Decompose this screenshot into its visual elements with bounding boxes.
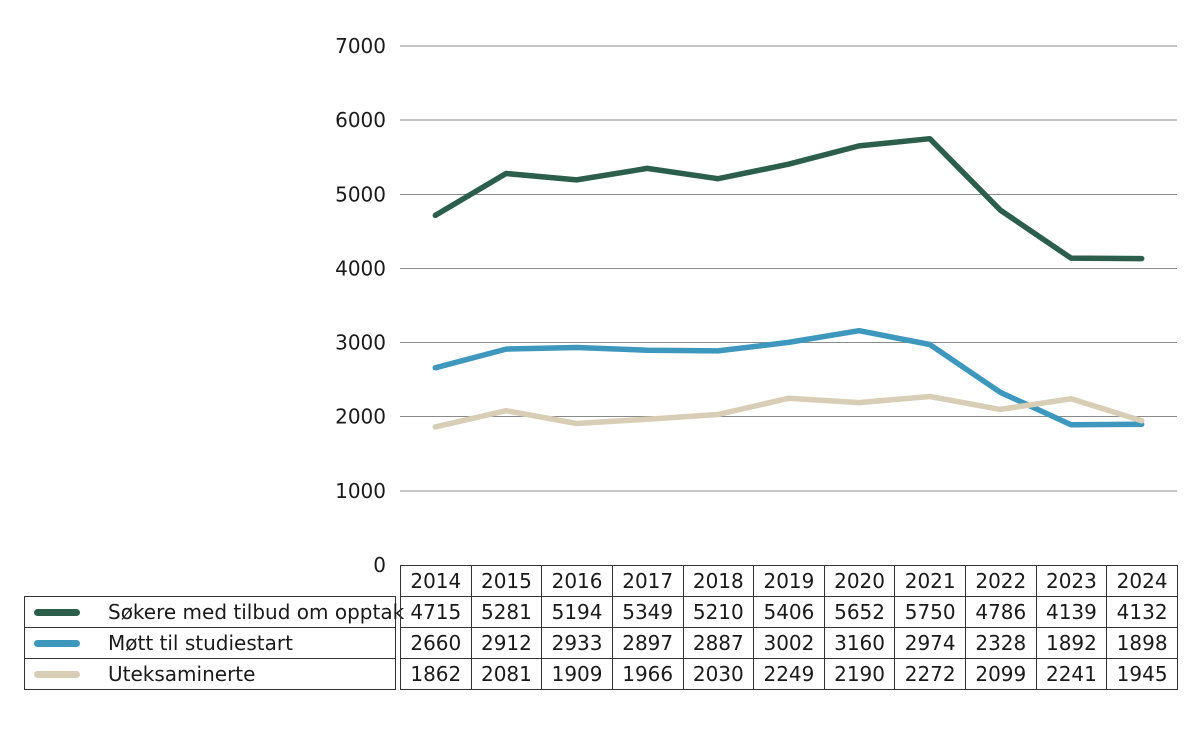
y-axis-tick-label: 1000: [335, 479, 386, 503]
year-header-cell: 2019: [753, 565, 825, 597]
value-cell: 1909: [541, 658, 613, 690]
value-cell: 1898: [1106, 627, 1178, 659]
year-header-cell: 2022: [965, 565, 1037, 597]
value-cell: 1945: [1106, 658, 1178, 690]
table-row: 2660 2912 2933 2897 2887 3002 3160 2974 2328 1892…: [400, 627, 1178, 659]
series-line-3: [432, 393, 1145, 430]
y-axis-tick-label: 5000: [335, 182, 386, 206]
legend-line-swatch-icon: [34, 670, 80, 678]
year-header-cell: 2014: [400, 565, 472, 597]
value-cell: 5652: [823, 596, 896, 628]
y-axis-tick-label: 0: [373, 553, 386, 577]
value-cell: 2660: [400, 627, 472, 659]
value-cell: 2030: [682, 658, 755, 690]
year-header-cell: 2021: [894, 565, 966, 597]
value-cell: 5406: [753, 596, 825, 628]
year-header-cell: 2017: [611, 565, 684, 597]
value-cell: 2974: [894, 627, 966, 659]
value-cell: 5281: [470, 596, 543, 628]
year-header-cell: 2024: [1106, 565, 1178, 597]
value-cell: 4786: [965, 596, 1037, 628]
legend-label: Uteksaminerte: [108, 662, 256, 686]
series-line-1: [432, 135, 1145, 262]
value-cell: 4139: [1035, 596, 1108, 628]
value-cell: 2912: [470, 627, 543, 659]
legend-label: Søkere med tilbud om opptak: [108, 600, 405, 624]
y-axis-tick-label: 3000: [335, 331, 386, 355]
legend-item: Møtt til studiestart: [24, 627, 396, 659]
y-axis-tick-label: 2000: [335, 405, 386, 429]
value-cell: 5349: [611, 596, 684, 628]
line-chart-plot-area: 0 1000 2000 3000 4000 5000 6000 7000: [335, 34, 1177, 577]
value-cell: 2933: [541, 627, 613, 659]
value-cell: 2897: [611, 627, 684, 659]
table-header-row: 2014 2015 2016 2017 2018 2019 2020 2021 2022 2023…: [400, 565, 1178, 597]
value-cell: 2081: [470, 658, 543, 690]
table-row: 4715 5281 5194 5349 5210 5406 5652 5750 4786 4139…: [400, 596, 1178, 628]
chart-data-table: 2014 2015 2016 2017 2018 2019 2020 2021 2022 2023…: [400, 565, 1178, 690]
value-cell: 5194: [541, 596, 613, 628]
legend-label: Møtt til studiestart: [108, 631, 293, 655]
value-cell: 2328: [965, 627, 1037, 659]
value-cell: 4132: [1106, 596, 1178, 628]
y-axis-tick-label: 4000: [335, 256, 386, 280]
value-cell: 5750: [894, 596, 966, 628]
legend-item: Søkere med tilbud om opptak: [24, 596, 404, 628]
year-header-cell: 2023: [1035, 565, 1108, 597]
year-header-cell: 2016: [541, 565, 613, 597]
legend-line-swatch-icon: [34, 608, 80, 616]
series-line-2: [432, 327, 1145, 428]
chart-legend: Søkere med tilbud om opptak Møtt til stud…: [24, 596, 404, 690]
value-cell: 4715: [400, 596, 472, 628]
legend-line-swatch-icon: [34, 639, 80, 647]
value-cell: 2272: [894, 658, 966, 690]
value-cell: 1966: [611, 658, 684, 690]
value-cell: 2241: [1035, 658, 1108, 690]
legend-item: Uteksaminerte: [24, 658, 396, 690]
value-cell: 3002: [753, 627, 825, 659]
value-cell: 2190: [823, 658, 896, 690]
y-axis-tick-label: 6000: [335, 108, 386, 132]
year-header-cell: 2018: [682, 565, 755, 597]
value-cell: 2249: [753, 658, 825, 690]
value-cell: 2887: [682, 627, 755, 659]
value-cell: 3160: [823, 627, 896, 659]
y-axis-tick-label: 7000: [335, 34, 386, 58]
value-cell: 5210: [682, 596, 755, 628]
value-cell: 1862: [400, 658, 472, 690]
year-header-cell: 2015: [470, 565, 543, 597]
table-row: 1862 2081 1909 1966 2030 2249 2190 2272 2099 2241…: [400, 658, 1178, 690]
year-header-cell: 2020: [823, 565, 896, 597]
value-cell: 1892: [1035, 627, 1108, 659]
value-cell: 2099: [965, 658, 1037, 690]
